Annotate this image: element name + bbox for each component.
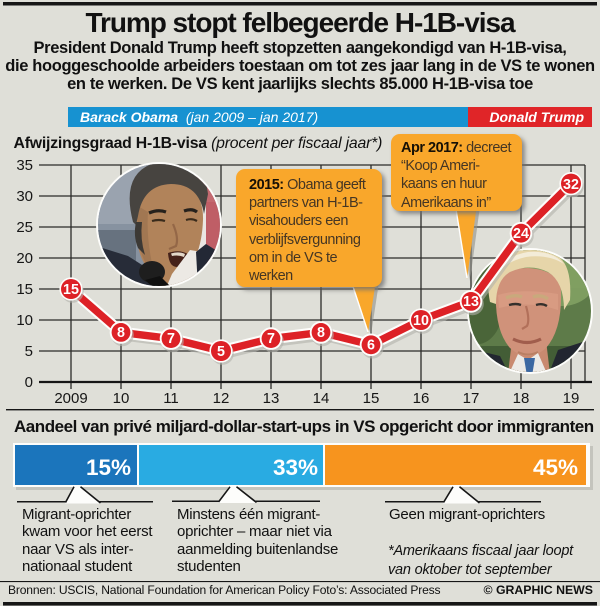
svg-text:20: 20 (16, 250, 33, 267)
svg-text:25: 25 (16, 219, 33, 236)
svg-text:10: 10 (113, 390, 130, 407)
svg-text:10: 10 (413, 313, 429, 329)
svg-text:6: 6 (367, 337, 375, 353)
svg-text:11: 11 (163, 390, 179, 407)
svg-text:12: 12 (213, 390, 230, 407)
svg-text:30: 30 (16, 188, 33, 205)
svg-text:8: 8 (117, 325, 125, 341)
svg-text:24: 24 (513, 226, 529, 242)
svg-text:45%: 45% (533, 455, 578, 480)
svg-text:13: 13 (463, 294, 479, 310)
svg-text:32: 32 (563, 177, 579, 193)
svg-text:13: 13 (263, 390, 280, 407)
svg-text:2009: 2009 (54, 390, 87, 407)
svg-text:15%: 15% (86, 455, 131, 480)
svg-text:8: 8 (317, 325, 325, 341)
svg-text:10: 10 (16, 312, 33, 329)
svg-text:35: 35 (16, 157, 33, 174)
svg-text:18: 18 (513, 390, 530, 407)
svg-text:15: 15 (363, 390, 380, 407)
svg-text:7: 7 (267, 331, 275, 347)
svg-text:7: 7 (167, 331, 175, 347)
svg-text:14: 14 (313, 390, 330, 407)
svg-text:17: 17 (463, 390, 480, 407)
svg-text:15: 15 (16, 281, 33, 298)
svg-text:5: 5 (217, 344, 225, 360)
svg-text:0: 0 (25, 374, 33, 391)
svg-text:5: 5 (25, 343, 33, 360)
svg-text:16: 16 (413, 390, 430, 407)
svg-text:15: 15 (63, 282, 79, 298)
svg-text:33%: 33% (273, 455, 318, 480)
svg-text:19: 19 (563, 390, 580, 407)
